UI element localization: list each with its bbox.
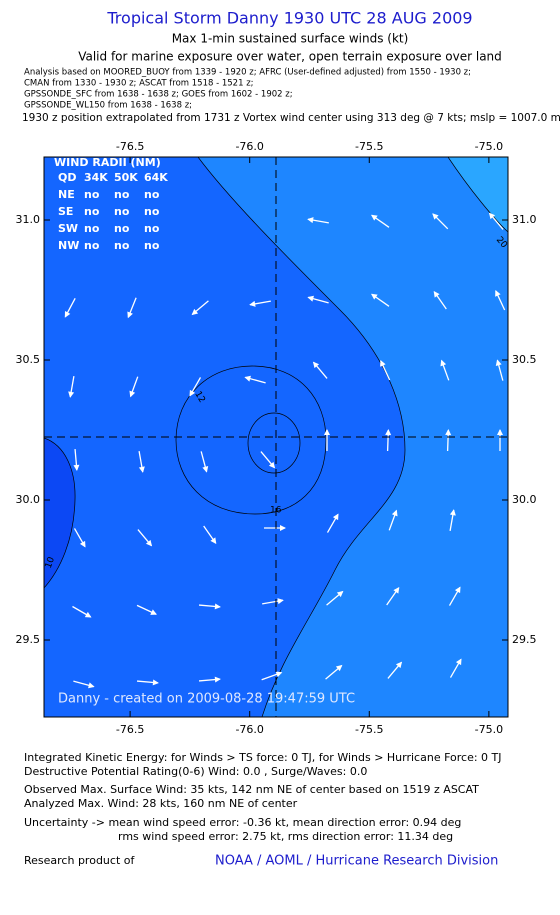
map: 20 16 12 10 WIND RADII (NM) QD 34K 50K 64KN…: [44, 156, 508, 717]
x-tick-label: -76.0: [235, 723, 263, 736]
contour-label: 10: [44, 555, 57, 569]
y-tick-label: 30.5: [16, 353, 41, 366]
contour-line: [447, 157, 508, 233]
footer-line: Analyzed Max. Wind: 28 kts, 160 nm NE of…: [24, 797, 298, 810]
y-tick-label: 31.0: [512, 213, 537, 226]
x-tick-label: -75.5: [355, 140, 383, 153]
wind-radii-cell: no: [84, 239, 100, 252]
contour-region: [448, 157, 508, 232]
wind-radii-cell: NE: [58, 188, 75, 201]
contour-region: [247, 412, 301, 474]
wind-radii-cell: no: [84, 188, 100, 201]
footer-line: Destructive Potential Rating(0-6) Wind: …: [24, 765, 367, 778]
x-tick-label: -75.5: [355, 723, 383, 736]
contour-label: 16: [270, 506, 282, 516]
wind-radii-column: QD: [58, 171, 76, 184]
wind-radii-table: WIND RADII (NM) QD 34K 50K 64K NE no no no SE no n…: [54, 156, 168, 252]
title: Tropical Storm Danny 1930 UTC 28 AUG 200…: [106, 9, 472, 28]
footer-line: Observed Max. Surface Wind: 35 kts, 142 …: [24, 783, 479, 796]
y-tick-label: 29.5: [16, 633, 41, 646]
wind-radii-column: 64K: [144, 171, 168, 184]
footer-line: Integrated Kinetic Energy: for Winds > T…: [24, 751, 502, 764]
position-note: 1930 z position extrapolated from 1731 z…: [22, 112, 560, 124]
wind-radii-cell: no: [114, 205, 130, 218]
wind-radii-cell: no: [84, 222, 100, 235]
y-tick-label: 29.5: [512, 633, 537, 646]
wind-radii-cell: no: [114, 222, 130, 235]
analysis-line: CMAN from 1330 - 1930 z; ASCAT from 1518…: [24, 79, 254, 89]
x-tick-label: -75.0: [475, 723, 503, 736]
wind-radii-cell: no: [84, 205, 100, 218]
y-tick-label: 30.0: [16, 493, 41, 506]
valid-note: Valid for marine exposure over water, op…: [78, 50, 502, 64]
wind-radii-cell: no: [144, 188, 160, 201]
contour-label: 12: [192, 390, 206, 405]
research-note: Research product of: [24, 854, 135, 867]
x-tick-label: -76.5: [116, 723, 144, 736]
footer-line: Uncertainty -> mean wind speed error: -0…: [24, 816, 461, 829]
y-tick-label: 31.0: [16, 213, 41, 226]
contour-region: [44, 157, 405, 717]
y-tick-label: 30.0: [512, 493, 537, 506]
wind-radii-cell: no: [114, 188, 130, 201]
wind-radii-column: 50K: [114, 171, 138, 184]
contour-region: [175, 365, 327, 515]
analysis-line: Analysis based on MOORED_BUOY from 1339 …: [24, 68, 471, 78]
footer-line: rms wind speed error: 2.75 kt, rms direc…: [118, 830, 453, 843]
y-tick-label: 30.5: [512, 353, 537, 366]
contour-line: [44, 437, 76, 589]
axes: -76.5 -76.5 -76.0 -76.0 -75.5 -75.5 -75.0 -75.0…: [16, 140, 537, 736]
analysis-line: GPSSONDE_SFC from 1638 - 1638 z; GOES fr…: [24, 90, 293, 100]
x-tick-label: -76.5: [116, 140, 144, 153]
x-tick-label: -76.0: [235, 140, 263, 153]
x-tick-label: -75.0: [475, 140, 503, 153]
wind-radii-cell: no: [144, 222, 160, 235]
wind-radii-title: WIND RADII (NM): [54, 156, 161, 169]
map-frame: [43, 156, 509, 718]
wind-radii-cell: no: [144, 205, 160, 218]
wind-radii-column: 34K: [84, 171, 108, 184]
wind-radii-cell: no: [144, 239, 160, 252]
contour-region: [44, 438, 76, 588]
wind-radii-cell: no: [114, 239, 130, 252]
org-link: NOAA / AOML / Hurricane Research Divisio…: [215, 854, 498, 869]
wind-radii-cell: SW: [58, 222, 78, 235]
subtitle: Max 1-min sustained surface winds (kt): [172, 32, 409, 46]
contour-line: [197, 157, 406, 717]
credit: Danny - created on 2009-08-28 19:47:59 U…: [58, 692, 355, 707]
wind-radii-cell: SE: [58, 205, 73, 218]
wind-radii-cell: NW: [58, 239, 79, 252]
analysis-line: GPSSONDE_WL150 from 1638 - 1638 z;: [24, 101, 192, 111]
